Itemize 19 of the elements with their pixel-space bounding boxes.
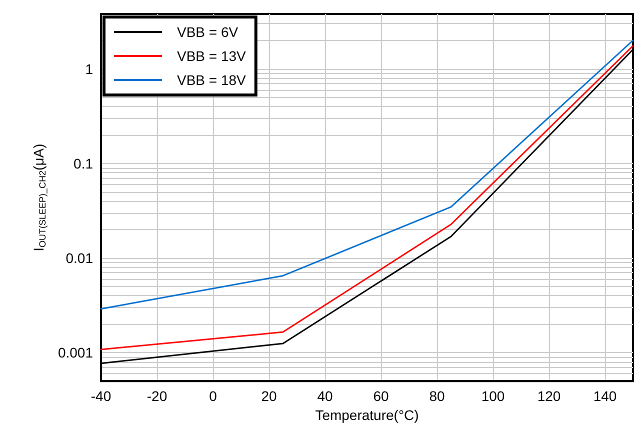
x-tick-label: 120 <box>537 388 561 404</box>
x-tick-label: 0 <box>209 388 218 404</box>
y-tick-label: 0.01 <box>66 250 94 266</box>
legend-label: VBB = 18V <box>177 72 247 88</box>
x-axis-title: Temperature(°C) <box>315 407 419 423</box>
x-tick-label: 100 <box>481 388 505 404</box>
x-tick-label: 40 <box>317 388 333 404</box>
y-axis-title: IOUT(SLEEP)_CH2(μA) <box>30 144 48 252</box>
x-tick-label: 20 <box>261 388 277 404</box>
y-tick-label: 1 <box>85 60 94 77</box>
x-tick-label: -40 <box>90 388 112 404</box>
x-tick-label: -20 <box>146 388 168 404</box>
x-tick-label: 60 <box>373 388 389 404</box>
y-tick-label: 0.1 <box>74 155 94 172</box>
y-tick-label: 0.001 <box>58 344 94 361</box>
x-tick-label: 80 <box>429 388 445 404</box>
legend-label: VBB = 6V <box>177 24 239 40</box>
x-tick-label: 140 <box>593 388 617 404</box>
legend-label: VBB = 13V <box>177 48 247 64</box>
